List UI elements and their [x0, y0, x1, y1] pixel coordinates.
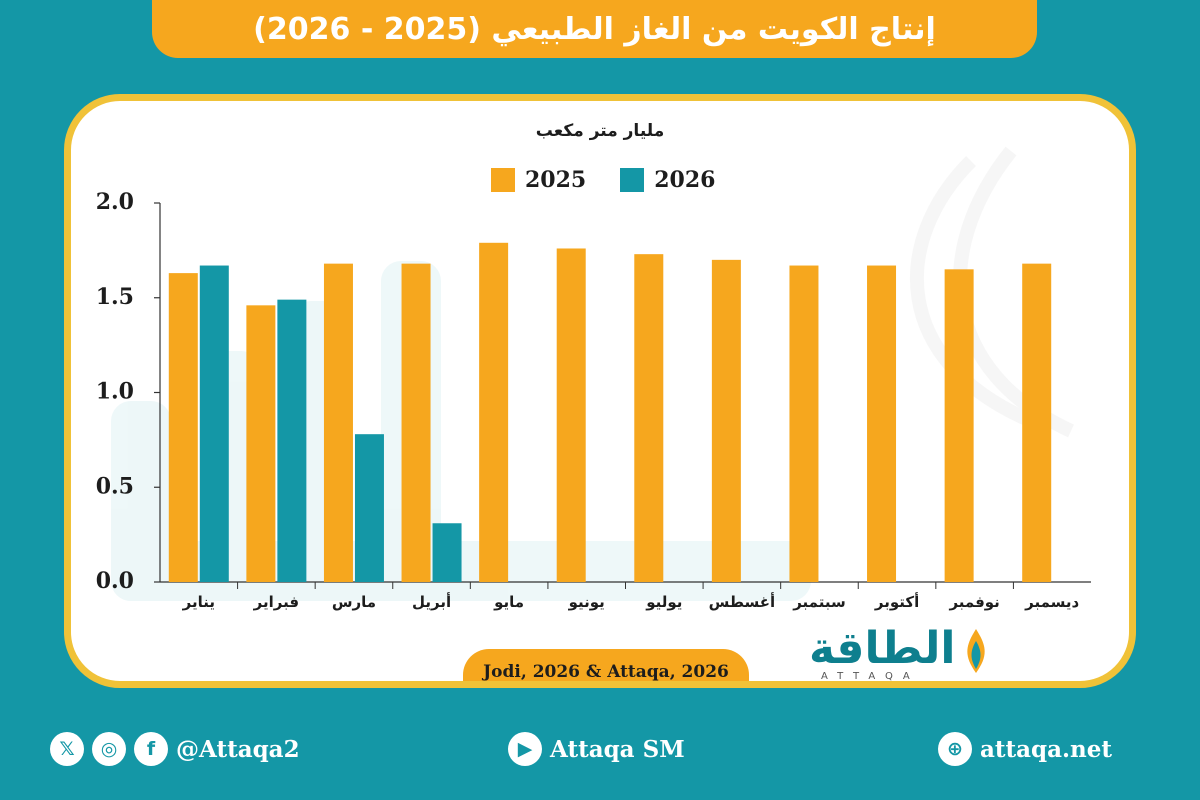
y-tick-label: 1.5	[96, 284, 134, 310]
bar-2025-3	[323, 263, 353, 582]
bar-2025-5	[479, 242, 509, 583]
bar-2025-6	[556, 248, 586, 583]
logo-english-text: ATTAQA	[821, 671, 920, 682]
legend-item-2026: 2026	[620, 167, 715, 193]
x-icon[interactable]: 𝕏	[50, 732, 84, 766]
youtube-channel[interactable]: Attaqa SM	[550, 735, 685, 763]
bar-2025-7	[634, 254, 664, 583]
bar-2025-12	[1022, 263, 1052, 582]
bar-2025-1	[168, 273, 198, 582]
logo-arabic-text: الطاقة	[809, 623, 956, 674]
chart-legend: 2025 2026	[491, 167, 715, 193]
legend-swatch-2026	[620, 168, 645, 192]
title-banner: إنتاج الكويت من الغاز الطبيعي (2025 - 20…	[152, 0, 1037, 58]
x-tick-label: سبتمبر	[792, 593, 846, 611]
y-tick-label: 2.0	[96, 189, 134, 215]
bar-2025-2	[246, 305, 276, 582]
x-tick-label: أبريل	[412, 592, 451, 611]
legend-swatch-2025	[491, 168, 515, 192]
x-tick-label: أكتوبر	[874, 592, 919, 611]
x-tick-label: أغسطس	[709, 592, 775, 611]
social-handle[interactable]: @Attaqa2	[176, 735, 300, 763]
globe-icon[interactable]: ⊕	[938, 732, 972, 766]
x-tick-label: ديسمبر	[1024, 593, 1079, 611]
logo-drop-icon	[967, 629, 985, 673]
bar-2025-4	[401, 263, 431, 582]
x-tick-label: مارس	[332, 593, 376, 611]
unit-label: مليار متر مكعب	[535, 121, 665, 141]
legend-item-2025: 2025	[491, 167, 586, 193]
facebook-icon[interactable]: f	[134, 732, 168, 766]
bar-2026-3	[354, 434, 384, 582]
bar-chart: 0.0 0.5 1.0 1.5 2.0 يناير فبراير مارس أبريل مايو ي…	[96, 189, 1091, 611]
youtube-footer: ▶ Attaqa SM	[508, 732, 685, 766]
chart-panel: مليار متر مكعب 2025 2026 0.0 0.5 1.0 1.5 2.0…	[64, 94, 1136, 688]
bar-2025-11	[944, 269, 974, 582]
website-footer: ⊕ attaqa.net	[938, 732, 1112, 766]
y-tick-label: 1.0	[96, 379, 134, 405]
legend-label-2026: 2026	[654, 167, 716, 193]
instagram-icon[interactable]: ◎	[92, 732, 126, 766]
source-label: Jodi, 2026 & Attaqa, 2026	[463, 649, 749, 681]
x-tick-label: مايو	[493, 593, 524, 611]
attaqa-logo: الطاقة ATTAQA	[809, 623, 1009, 682]
website-link[interactable]: attaqa.net	[980, 735, 1113, 763]
x-tick-label: نوفمبر	[948, 593, 999, 611]
bar-2025-10	[867, 265, 897, 582]
chart-title: إنتاج الكويت من الغاز الطبيعي (2025 - 20…	[253, 11, 936, 47]
social-footer: 𝕏 ◎ f @Attaqa2	[50, 732, 300, 766]
bar-2025-8	[711, 259, 741, 582]
x-tick-label: يوليو	[645, 593, 682, 611]
bar-2026-4	[432, 523, 462, 582]
y-tick-label: 0.0	[96, 568, 134, 594]
x-tick-label: يونيو	[568, 593, 605, 611]
y-tick-label: 0.5	[96, 473, 134, 499]
x-tick-label: فبراير	[253, 593, 299, 611]
legend-label-2025: 2025	[525, 167, 587, 193]
x-tick-label: يناير	[182, 593, 215, 611]
bar-2026-1	[199, 265, 229, 582]
youtube-icon[interactable]: ▶	[508, 732, 542, 766]
bar-2026-2	[277, 299, 307, 582]
bar-2025-9	[789, 265, 819, 582]
